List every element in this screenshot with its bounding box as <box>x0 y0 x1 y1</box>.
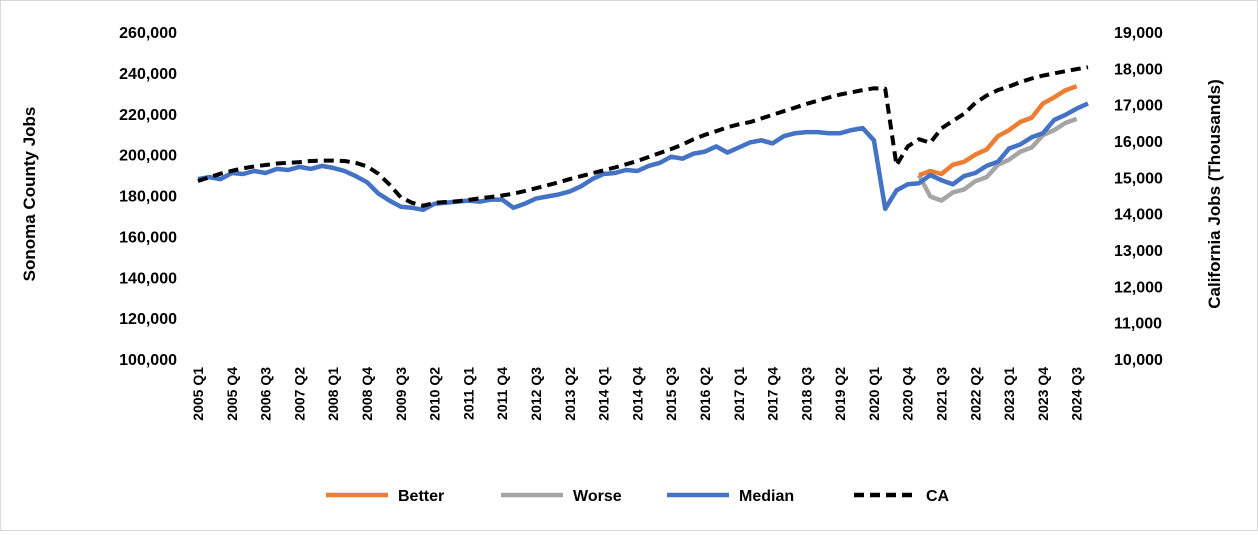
y-tick-label: 240,000 <box>119 66 177 83</box>
y2-tick-label: 15,000 <box>1114 170 1163 187</box>
x-tick-label: 2022 Q2 <box>967 367 983 421</box>
y2-tick-label: 14,000 <box>1114 207 1163 224</box>
x-tick-label: 2011 Q4 <box>494 367 510 420</box>
x-tick-label: 2020 Q1 <box>866 367 882 421</box>
y2-axis-title: California Jobs (Thousands) <box>1205 79 1224 309</box>
x-tick-label: 2014 Q4 <box>629 367 645 421</box>
y-tick-label: 200,000 <box>119 148 177 165</box>
y-axis-title: Sonoma County Jobs <box>20 107 39 282</box>
right-axis: 10,000 11,000 12,000 13,000 14,000 15,000 16,0… <box>1114 25 1163 369</box>
y-tick-label: 260,000 <box>119 25 177 42</box>
y-tick-label: 140,000 <box>119 270 177 287</box>
x-axis: 2005 Q1 2005 Q4 2006 Q3 2007 Q2 2008 Q1 2008 … <box>190 367 1085 421</box>
x-tick-label: 2023 Q4 <box>1035 367 1051 421</box>
y-tick-label: 180,000 <box>119 189 177 206</box>
series-line-worse <box>917 116 1078 203</box>
x-tick-label: 2024 Q3 <box>1069 367 1085 421</box>
legend-label-ca: CA <box>926 488 950 505</box>
legend-label-worse: Worse <box>573 488 622 505</box>
y-tick-label: 120,000 <box>119 311 177 328</box>
x-tick-label: 2008 Q1 <box>325 367 341 421</box>
x-tick-label: 2020 Q4 <box>900 367 916 421</box>
x-tick-label: 2017 Q1 <box>731 367 747 421</box>
x-tick-label: 2008 Q4 <box>359 367 375 421</box>
y-tick-label: 160,000 <box>119 229 177 246</box>
x-tick-label: 2009 Q3 <box>393 367 409 421</box>
y2-tick-label: 19,000 <box>1114 25 1163 42</box>
x-tick-label: 2016 Q2 <box>697 367 713 421</box>
legend-label-better: Better <box>398 488 444 505</box>
series-line-ca <box>197 65 1089 208</box>
series-line-better <box>918 84 1078 178</box>
y2-tick-label: 17,000 <box>1114 98 1163 115</box>
x-tick-label: 2018 Q3 <box>798 367 814 421</box>
y2-tick-label: 13,000 <box>1114 243 1163 260</box>
x-tick-label: 2017 Q4 <box>765 367 781 421</box>
x-tick-label: 2023 Q1 <box>1001 367 1017 421</box>
x-tick-label: 2015 Q3 <box>663 367 679 421</box>
y2-tick-label: 10,000 <box>1114 352 1163 369</box>
x-tick-label: 2019 Q2 <box>832 367 848 421</box>
plot-lines <box>197 65 1089 213</box>
series-line-median <box>197 101 1089 213</box>
x-tick-label: 2007 Q2 <box>291 367 307 421</box>
legend-label-median: Median <box>739 488 794 505</box>
x-tick-label: 2021 Q3 <box>934 367 950 421</box>
y2-tick-label: 18,000 <box>1114 61 1163 78</box>
x-tick-label: 2010 Q2 <box>427 367 443 421</box>
y-tick-label: 220,000 <box>119 107 177 124</box>
x-tick-label: 2005 Q4 <box>224 367 240 421</box>
y2-tick-label: 11,000 <box>1114 316 1162 333</box>
legend: Better Worse Median CA <box>326 488 950 505</box>
x-tick-label: 2012 Q3 <box>528 367 544 421</box>
y2-tick-label: 16,000 <box>1114 134 1163 151</box>
x-tick-label: 2006 Q3 <box>258 367 274 421</box>
x-tick-label: 2014 Q1 <box>596 367 612 421</box>
y2-tick-label: 12,000 <box>1114 279 1163 296</box>
left-axis: 100,000 120,000 140,000 160,000 180,000 200,0… <box>119 25 177 369</box>
y-tick-label: 100,000 <box>119 352 177 369</box>
x-tick-label: 2013 Q2 <box>562 367 578 421</box>
x-tick-label: 2005 Q1 <box>190 367 206 421</box>
x-tick-label: 2011 Q1 <box>460 367 476 420</box>
